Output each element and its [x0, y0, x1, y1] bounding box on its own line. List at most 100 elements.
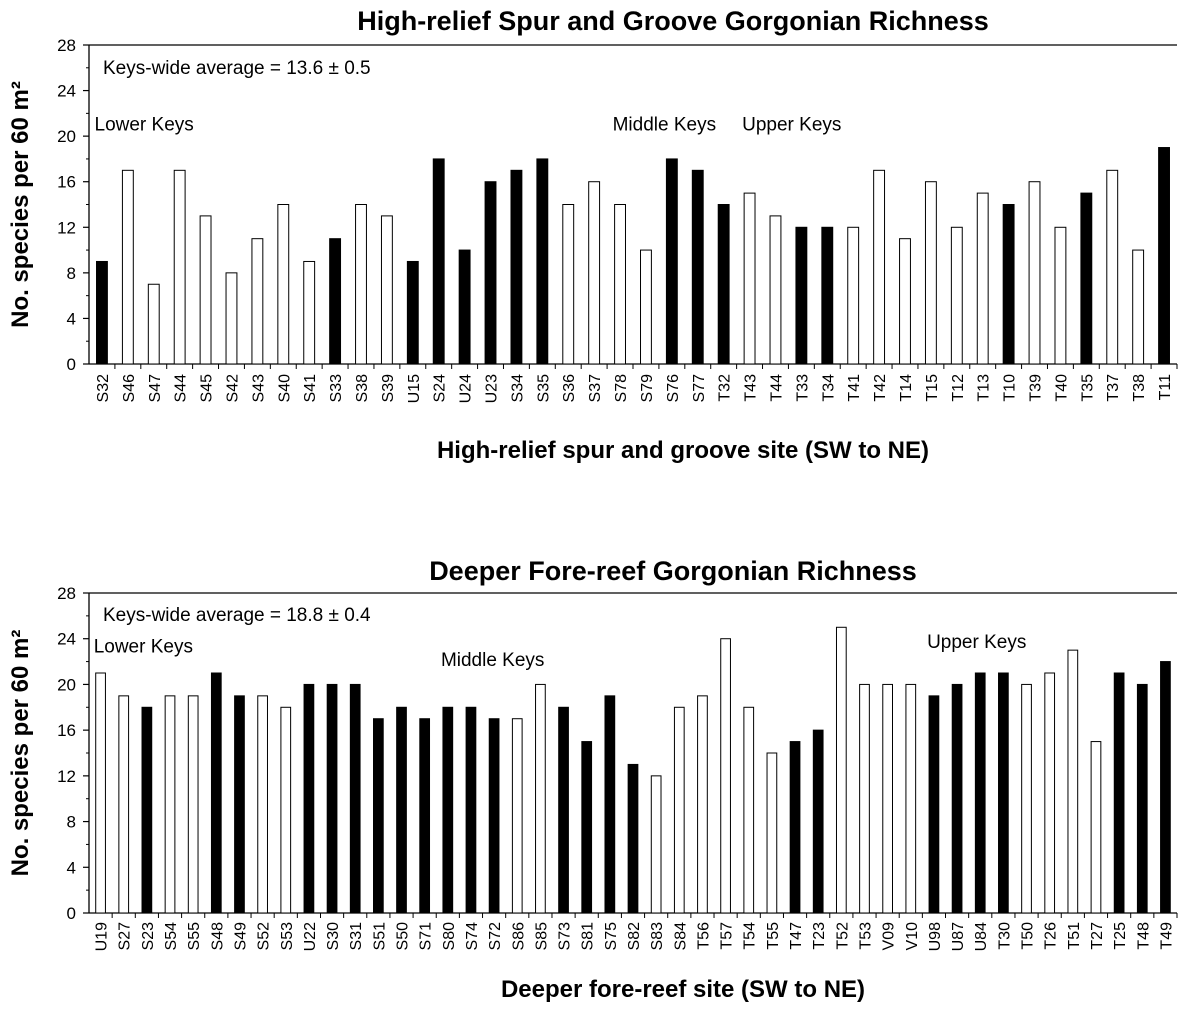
x-axis-label: Deeper fore-reef site (SW to NE)	[501, 976, 865, 1003]
x-tick-label: T10	[1002, 374, 1019, 402]
bar-T26	[1044, 672, 1056, 914]
bar-S35	[536, 158, 549, 365]
x-tick-label: S27	[117, 922, 134, 951]
x-tick-label: T50	[1020, 922, 1037, 950]
bar-S48	[210, 672, 222, 914]
x-tick-label: T33	[794, 374, 811, 402]
bar-S77	[691, 169, 704, 365]
x-tick-label: S84	[672, 922, 689, 951]
bar-U22	[303, 683, 315, 914]
x-tick-label: T48	[1135, 922, 1152, 950]
y-tick-label: 24	[57, 630, 76, 649]
x-tick-label: S75	[603, 922, 620, 951]
x-tick-label: S86	[510, 922, 527, 951]
x-tick-label: S71	[418, 922, 435, 951]
bar-T10	[1002, 204, 1015, 365]
bar-T30	[998, 672, 1009, 914]
y-tick-label: 0	[67, 355, 76, 374]
x-tick-label: T23	[811, 922, 828, 950]
x-tick-label: V10	[904, 922, 921, 951]
x-tick-label: S41	[302, 374, 319, 403]
x-tick-label: T26	[1043, 922, 1060, 950]
x-tick-label: U22	[302, 922, 319, 951]
x-tick-label: T49	[1158, 922, 1175, 950]
x-tick-label: S72	[487, 922, 504, 951]
x-tick-label: S50	[395, 922, 412, 951]
y-tick-label: 4	[67, 858, 76, 877]
bar-S39	[380, 215, 393, 365]
bar-T39	[1028, 181, 1041, 365]
y-axis-label: No. species per 60 m²	[7, 630, 34, 877]
x-tick-label: T47	[788, 922, 805, 950]
x-tick-label: T30	[996, 922, 1013, 950]
x-tick-label: T41	[846, 374, 863, 402]
bar-S51	[373, 718, 384, 914]
bar-U15	[406, 260, 419, 365]
bar-S46	[121, 169, 134, 365]
x-tick-label: S33	[328, 374, 345, 403]
y-tick-label: 8	[67, 264, 76, 283]
region-annotation: Upper Keys	[742, 114, 841, 135]
x-tick-label: S40	[276, 374, 293, 403]
x-tick-label: S49	[232, 922, 249, 951]
bar-T50	[1021, 683, 1032, 914]
average-annotation: Keys-wide average = 18.8 ± 0.4	[103, 605, 371, 626]
x-tick-label: S76	[665, 374, 682, 403]
bar-S53	[280, 706, 292, 914]
bar-S82	[627, 763, 639, 914]
x-tick-label: T54	[742, 922, 759, 950]
bar-S47	[147, 283, 160, 365]
bar-T13	[976, 192, 989, 365]
x-tick-label: S32	[95, 374, 112, 403]
x-axis-label: High-relief spur and groove site (SW to …	[437, 437, 929, 464]
bar-T44	[769, 215, 782, 365]
bar-S30	[326, 683, 338, 914]
bar-T57	[720, 638, 731, 914]
bar-U87	[951, 683, 963, 914]
bar-S86	[511, 718, 523, 914]
bar-S75	[604, 695, 616, 914]
x-tick-label: S55	[186, 922, 203, 951]
x-tick-label: S31	[348, 922, 365, 951]
bar-V09	[882, 683, 893, 914]
x-tick-label: U87	[950, 922, 967, 951]
bar-T54	[743, 706, 755, 914]
bar-S54	[164, 695, 176, 914]
x-tick-label: S54	[163, 922, 180, 951]
bar-S83	[650, 775, 662, 914]
bar-S38	[355, 204, 367, 365]
x-tick-label: T34	[820, 374, 837, 402]
x-tick-label: S48	[209, 922, 226, 951]
bar-T52	[835, 626, 847, 914]
bar-U23	[484, 181, 497, 365]
bar-T47	[789, 741, 801, 914]
bar-S24	[432, 158, 445, 365]
y-tick-label: 4	[67, 309, 76, 328]
bar-U24	[458, 249, 471, 365]
y-tick-label: 0	[67, 904, 76, 923]
y-tick-label: 12	[57, 218, 76, 237]
x-tick-label: S80	[441, 922, 458, 951]
bar-S72	[488, 718, 500, 914]
bar-S79	[640, 249, 652, 365]
x-tick-label: T13	[976, 374, 993, 402]
y-tick-label: 28	[57, 36, 76, 55]
x-tick-label: S74	[464, 922, 481, 951]
bar-T35	[1080, 192, 1093, 365]
x-tick-label: T42	[872, 374, 889, 402]
x-tick-label: S47	[147, 374, 164, 403]
x-tick-label: T53	[857, 922, 874, 950]
bar-T42	[873, 169, 886, 365]
bar-T53	[859, 683, 870, 914]
bar-S73	[558, 706, 569, 914]
region-annotation: Middle Keys	[613, 114, 717, 135]
y-tick-label: 20	[57, 127, 76, 146]
x-tick-label: S77	[691, 374, 708, 403]
bar-T15	[924, 181, 937, 365]
x-tick-label: S37	[587, 374, 604, 403]
bar-T25	[1113, 672, 1125, 914]
bar-S37	[588, 181, 601, 365]
x-tick-label: T15	[924, 374, 941, 402]
bar-S74	[465, 706, 477, 914]
x-tick-label: T39	[1028, 374, 1045, 402]
